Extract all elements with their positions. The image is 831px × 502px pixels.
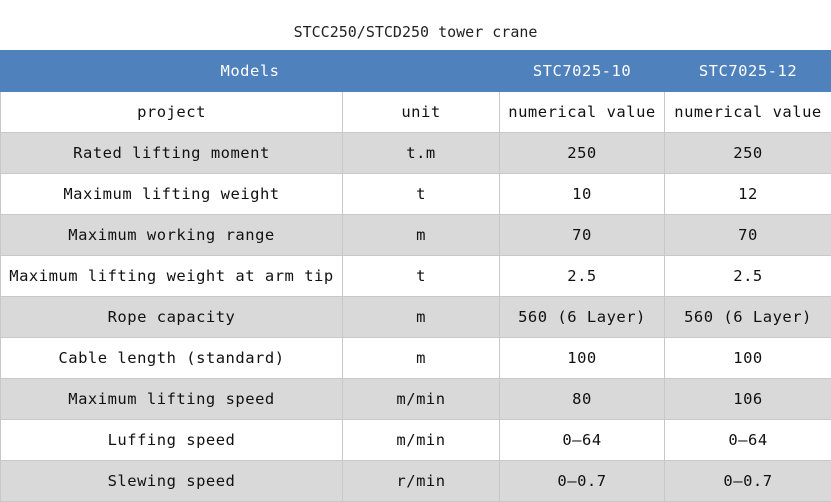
cell-v1: 2.5: [500, 256, 665, 297]
header-row: Models STC7025-10 STC7025-12: [1, 51, 831, 92]
model-2-header: STC7025-12: [665, 51, 831, 92]
cell-v1: 70: [500, 215, 665, 256]
cell-v2: 0—64: [665, 420, 831, 461]
cell-project: Maximum working range: [1, 215, 343, 256]
cell-unit: t: [343, 174, 500, 215]
cell-unit: t: [343, 256, 500, 297]
cell-v1: 80: [500, 379, 665, 420]
cell-v2: numerical value: [665, 92, 831, 133]
cell-v1: 10: [500, 174, 665, 215]
cell-v1: 0—64: [500, 420, 665, 461]
cell-project: Cable length (standard): [1, 338, 343, 379]
cell-v1: 560 (6 Layer): [500, 297, 665, 338]
cell-project: Rated lifting moment: [1, 133, 343, 174]
cell-v2: 100: [665, 338, 831, 379]
cell-unit: m/min: [343, 420, 500, 461]
cell-unit: m: [343, 338, 500, 379]
cell-project: Slewing speed: [1, 461, 343, 502]
cell-project: Rope capacity: [1, 297, 343, 338]
cell-v1: 100: [500, 338, 665, 379]
cell-unit: r/min: [343, 461, 500, 502]
cell-v2: 106: [665, 379, 831, 420]
cell-unit: t.m: [343, 133, 500, 174]
cell-v1: numerical value: [500, 92, 665, 133]
models-header: Models: [1, 51, 500, 92]
cell-project: Maximum lifting weight: [1, 174, 343, 215]
cell-v2: 560 (6 Layer): [665, 297, 831, 338]
cell-v2: 2.5: [665, 256, 831, 297]
cell-project: project: [1, 92, 343, 133]
cell-unit: m/min: [343, 379, 500, 420]
cell-v2: 0—0.7: [665, 461, 831, 502]
cell-unit: m: [343, 297, 500, 338]
cell-v2: 250: [665, 133, 831, 174]
cell-project: Luffing speed: [1, 420, 343, 461]
cell-unit: m: [343, 215, 500, 256]
cell-v2: 70: [665, 215, 831, 256]
cell-v1: 250: [500, 133, 665, 174]
cell-project: Maximum lifting speed: [1, 379, 343, 420]
cell-v1: 0—0.7: [500, 461, 665, 502]
cell-project: Maximum lifting weight at arm tip: [1, 256, 343, 297]
table-title: STCC250/STCD250 tower crane: [0, 0, 831, 50]
model-1-header: STC7025-10: [500, 51, 665, 92]
cell-unit: unit: [343, 92, 500, 133]
cell-v2: 12: [665, 174, 831, 215]
